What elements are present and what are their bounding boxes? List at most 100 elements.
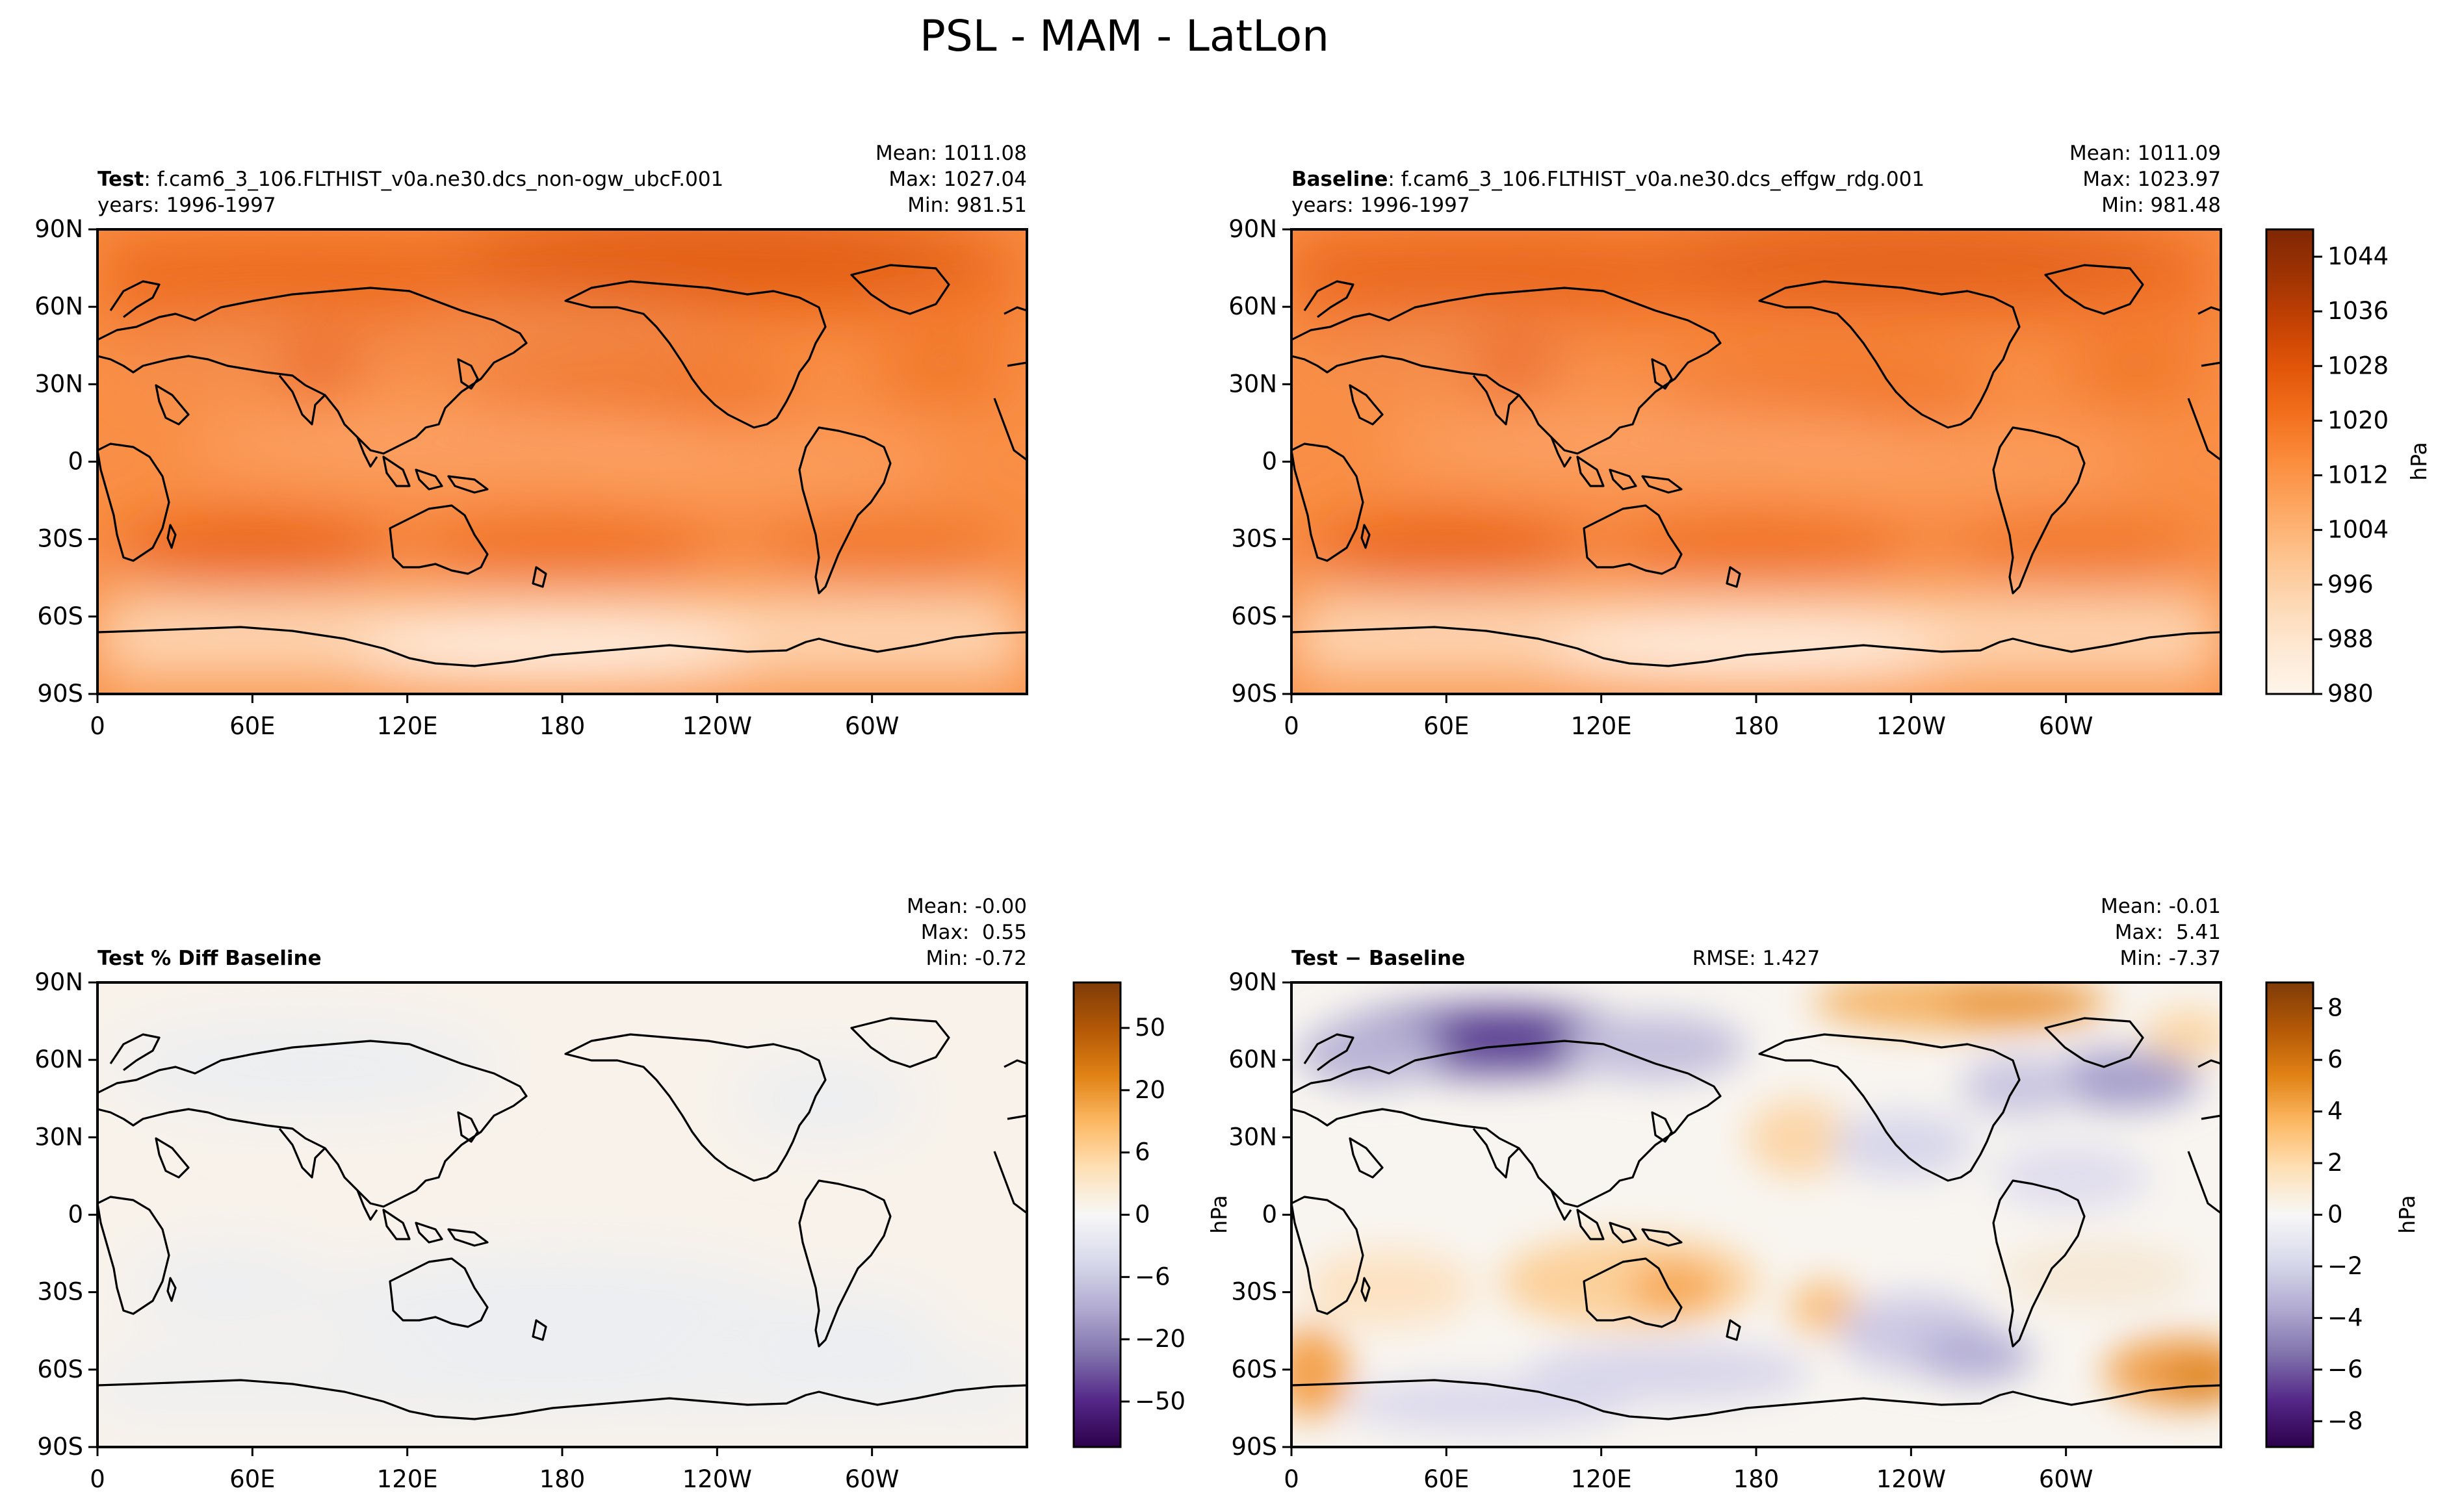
colorbar-pct-ramp [1072, 981, 1122, 1448]
colorbar-psl-ramp [2265, 228, 2314, 695]
colorbar-tick-label: 1004 [2327, 516, 2389, 544]
ytick-label: 90S [37, 680, 83, 708]
panel-pct-diff-stat-min: Min: -0.72 [926, 947, 1027, 970]
panel-diff-rmse: RMSE: 1.427 [1692, 947, 1821, 970]
colorbar-psl-ticks: 1044 1036 1028 1020 1012 1004 996 988 980 [2313, 242, 2389, 708]
panel-test-stat-min: Min: 981.51 [907, 194, 1027, 217]
colorbar-tick-label: −4 [2327, 1303, 2363, 1331]
xtick-label: 180 [1733, 712, 1780, 740]
ytick-label: 60N [34, 292, 83, 320]
ytick-label: 60N [1228, 292, 1277, 320]
colorbar-psl-label: hPa [2406, 442, 2431, 481]
xtick-label: 0 [90, 1465, 105, 1493]
ytick-label: 30N [34, 370, 83, 398]
xtick-label: 60E [229, 1465, 275, 1493]
colorbar-diff: 8 6 4 2 0 −2 −4 −6 −8 hPa [2265, 981, 2420, 1448]
colorbar-tick-label: 8 [2327, 994, 2343, 1022]
xtick-label: 120E [377, 712, 438, 740]
ytick-label: 60S [1231, 1355, 1277, 1383]
panel-pct-diff: Test % Diff Baseline Mean: -0.00 Max: 0.… [34, 895, 1028, 1493]
panel-test-stat-max: Max: 1027.04 [888, 168, 1027, 191]
panel-pct-diff-xaxis: 0 60E 120E 180 120W 60W [90, 1447, 900, 1493]
panel-test-xaxis: 0 60E 120E 180 120W 60W [90, 694, 900, 740]
panel-diff-stat-max: Max: 5.41 [2115, 921, 2221, 944]
xtick-label: 60W [2039, 1465, 2093, 1493]
colorbar-tick-label: 1012 [2327, 461, 2389, 489]
panel-baseline-stat-max: Max: 1023.97 [2082, 168, 2221, 191]
panel-baseline-title: Baseline: f.cam6_3_106.FLTHIST_v0a.ne30.… [1291, 168, 1924, 191]
xtick-label: 180 [539, 1465, 586, 1493]
xtick-label: 60W [2039, 712, 2093, 740]
ytick-label: 30S [1231, 1278, 1277, 1306]
xtick-label: 120W [1876, 1465, 1946, 1493]
colorbar-tick-label: −50 [1135, 1387, 1186, 1415]
ytick-label: 30S [37, 1278, 83, 1306]
ytick-label: 0 [1262, 448, 1277, 476]
colorbar-tick-label: 0 [2327, 1201, 2343, 1229]
ytick-label: 90N [34, 968, 83, 996]
colorbar-tick-label: 2 [2327, 1149, 2343, 1177]
ytick-label: 90N [34, 215, 83, 243]
xtick-label: 60E [229, 712, 275, 740]
ytick-label: 90N [1228, 215, 1277, 243]
colorbar-diff-ramp [2265, 981, 2314, 1448]
panel-baseline-xaxis: 0 60E 120E 180 120W 60W [1284, 694, 2093, 740]
xtick-label: 120E [377, 1465, 438, 1493]
colorbar-pct: 50 20 6 0 −6 −20 −50 hPa [1072, 981, 1232, 1448]
ytick-label: 30N [1228, 1123, 1277, 1151]
colorbar-tick-label: −8 [2327, 1407, 2363, 1435]
colorbar-tick-label: 1020 [2327, 406, 2389, 434]
panel-test-years: years: 1996-1997 [97, 194, 276, 217]
panel-pct-diff-title: Test % Diff Baseline [97, 947, 322, 970]
colorbar-tick-label: 988 [2327, 625, 2374, 653]
ytick-label: 0 [68, 1201, 83, 1229]
panel-diff-yaxis: 90N 60N 30N 0 30S 60S 90S [1228, 968, 1291, 1461]
ytick-label: 90S [1231, 680, 1277, 708]
colorbar-tick-label: −2 [2327, 1252, 2363, 1280]
colorbar-tick-label: 20 [1135, 1076, 1165, 1104]
panel-diff-stat-min: Min: -7.37 [2119, 947, 2221, 970]
colorbar-tick-label: 0 [1135, 1201, 1150, 1229]
figure-title: PSL - MAM - LatLon [920, 11, 1329, 61]
xtick-label: 0 [1284, 1465, 1299, 1493]
ytick-label: 60S [1231, 602, 1277, 630]
ytick-label: 0 [1262, 1201, 1277, 1229]
panel-pct-diff-map [97, 982, 1027, 1447]
ytick-label: 60S [37, 1355, 83, 1383]
colorbar-tick-label: −6 [1135, 1262, 1171, 1290]
panel-baseline-years: years: 1996-1997 [1291, 194, 1470, 217]
panel-diff-map [1291, 973, 2221, 1447]
ytick-label: 30S [1231, 525, 1277, 553]
xtick-label: 60E [1423, 712, 1469, 740]
colorbar-diff-ticks: 8 6 4 2 0 −2 −4 −6 −8 [2313, 994, 2363, 1435]
panel-baseline-stat-min: Min: 981.48 [2101, 194, 2221, 217]
xtick-label: 0 [1284, 712, 1299, 740]
xtick-label: 0 [90, 712, 105, 740]
panel-test: Test: f.cam6_3_106.FLTHIST_v0a.ne30.dcs_… [34, 142, 1028, 740]
xtick-label: 120W [682, 1465, 752, 1493]
ytick-label: 60N [34, 1045, 83, 1073]
colorbar-tick-label: 4 [2327, 1097, 2343, 1125]
xtick-label: 120E [1571, 1465, 1632, 1493]
colorbar-tick-label: −20 [1135, 1325, 1186, 1353]
colorbar-psl: 1044 1036 1028 1020 1012 1004 996 988 980 hPa [2265, 228, 2431, 708]
xtick-label: 180 [1733, 1465, 1780, 1493]
ytick-label: 90S [1231, 1433, 1277, 1461]
xtick-label: 120E [1571, 712, 1632, 740]
ytick-label: 0 [68, 448, 83, 476]
xtick-label: 120W [1876, 712, 1946, 740]
colorbar-tick-label: 1036 [2327, 297, 2389, 325]
colorbar-pct-ticks: 50 20 6 0 −6 −20 −50 [1121, 1014, 1186, 1415]
panel-baseline-yaxis: 90N 60N 30N 0 30S 60S 90S [1228, 215, 1291, 708]
colorbar-pct-label: hPa [1206, 1195, 1232, 1234]
panel-diff-xaxis: 0 60E 120E 180 120W 60W [1284, 1447, 2093, 1493]
panel-baseline: Baseline: f.cam6_3_106.FLTHIST_v0a.ne30.… [1228, 142, 2222, 740]
panel-test-title: Test: f.cam6_3_106.FLTHIST_v0a.ne30.dcs_… [97, 168, 723, 191]
panel-test-stat-mean: Mean: 1011.08 [875, 142, 1027, 165]
colorbar-tick-label: 1044 [2327, 242, 2389, 270]
ytick-label: 90S [37, 1433, 83, 1461]
xtick-label: 180 [539, 712, 586, 740]
ytick-label: 90N [1228, 968, 1277, 996]
ytick-label: 60N [1228, 1045, 1277, 1073]
colorbar-tick-label: 980 [2327, 680, 2374, 708]
